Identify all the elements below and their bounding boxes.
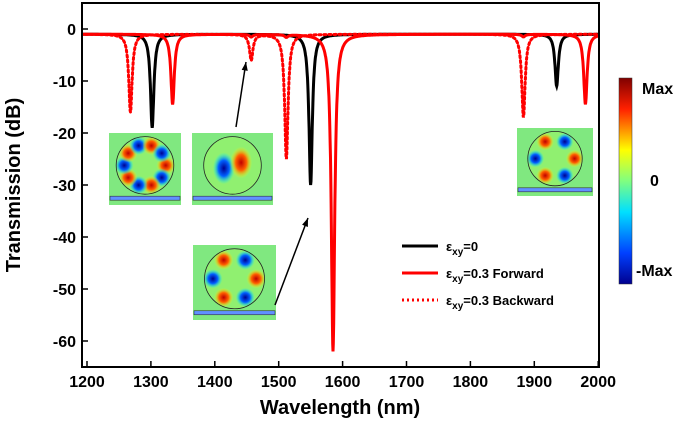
- legend-label: εxy=0.3 Forward: [446, 266, 544, 285]
- x-tick-label: 1700: [389, 374, 425, 391]
- field-inset-3: [193, 245, 276, 320]
- x-tick-label: 1600: [325, 374, 361, 391]
- x-tick-label: 1300: [133, 374, 169, 391]
- field-inset-1: [109, 133, 181, 205]
- y-tick-label: -40: [53, 230, 76, 247]
- arrow: [235, 61, 247, 128]
- x-tick-label: 2000: [580, 374, 616, 391]
- colorbar-label-min: -Max: [636, 263, 673, 280]
- colorbar: [618, 77, 633, 285]
- arrow: [274, 217, 309, 306]
- arrow-head: [241, 62, 248, 71]
- colorbar-label-max: Max: [642, 81, 673, 98]
- series-line-2: [82, 32, 599, 160]
- field-inset-4: [517, 128, 593, 196]
- y-tick-label: -20: [53, 126, 76, 143]
- y-axis-label: Transmission (dB): [3, 98, 25, 272]
- arrow-head: [302, 218, 308, 227]
- field-inset-2: [192, 133, 273, 205]
- legend-label: εxy=0: [446, 239, 478, 258]
- y-tick-label: -30: [53, 178, 76, 195]
- series-line-1: [82, 32, 599, 352]
- legend: εxy=0 εxy=0.3 Forward εxy=0.3 Backward: [402, 239, 554, 312]
- x-tick-label: 1800: [453, 374, 489, 391]
- x-tick-label: 1200: [69, 374, 105, 391]
- x-axis-label: Wavelength (nm): [260, 397, 420, 419]
- y-tick-label: -50: [53, 282, 76, 299]
- y-tick-label: -10: [53, 74, 76, 91]
- x-tick-label: 1900: [517, 374, 553, 391]
- y-tick-label: 0: [67, 22, 76, 39]
- colorbar-label-zero: 0: [650, 173, 659, 190]
- x-tick-label: 1500: [261, 374, 297, 391]
- x-tick-label: 1400: [197, 374, 233, 391]
- y-tick-label: -60: [53, 334, 76, 351]
- legend-label: εxy=0.3 Backward: [446, 293, 554, 312]
